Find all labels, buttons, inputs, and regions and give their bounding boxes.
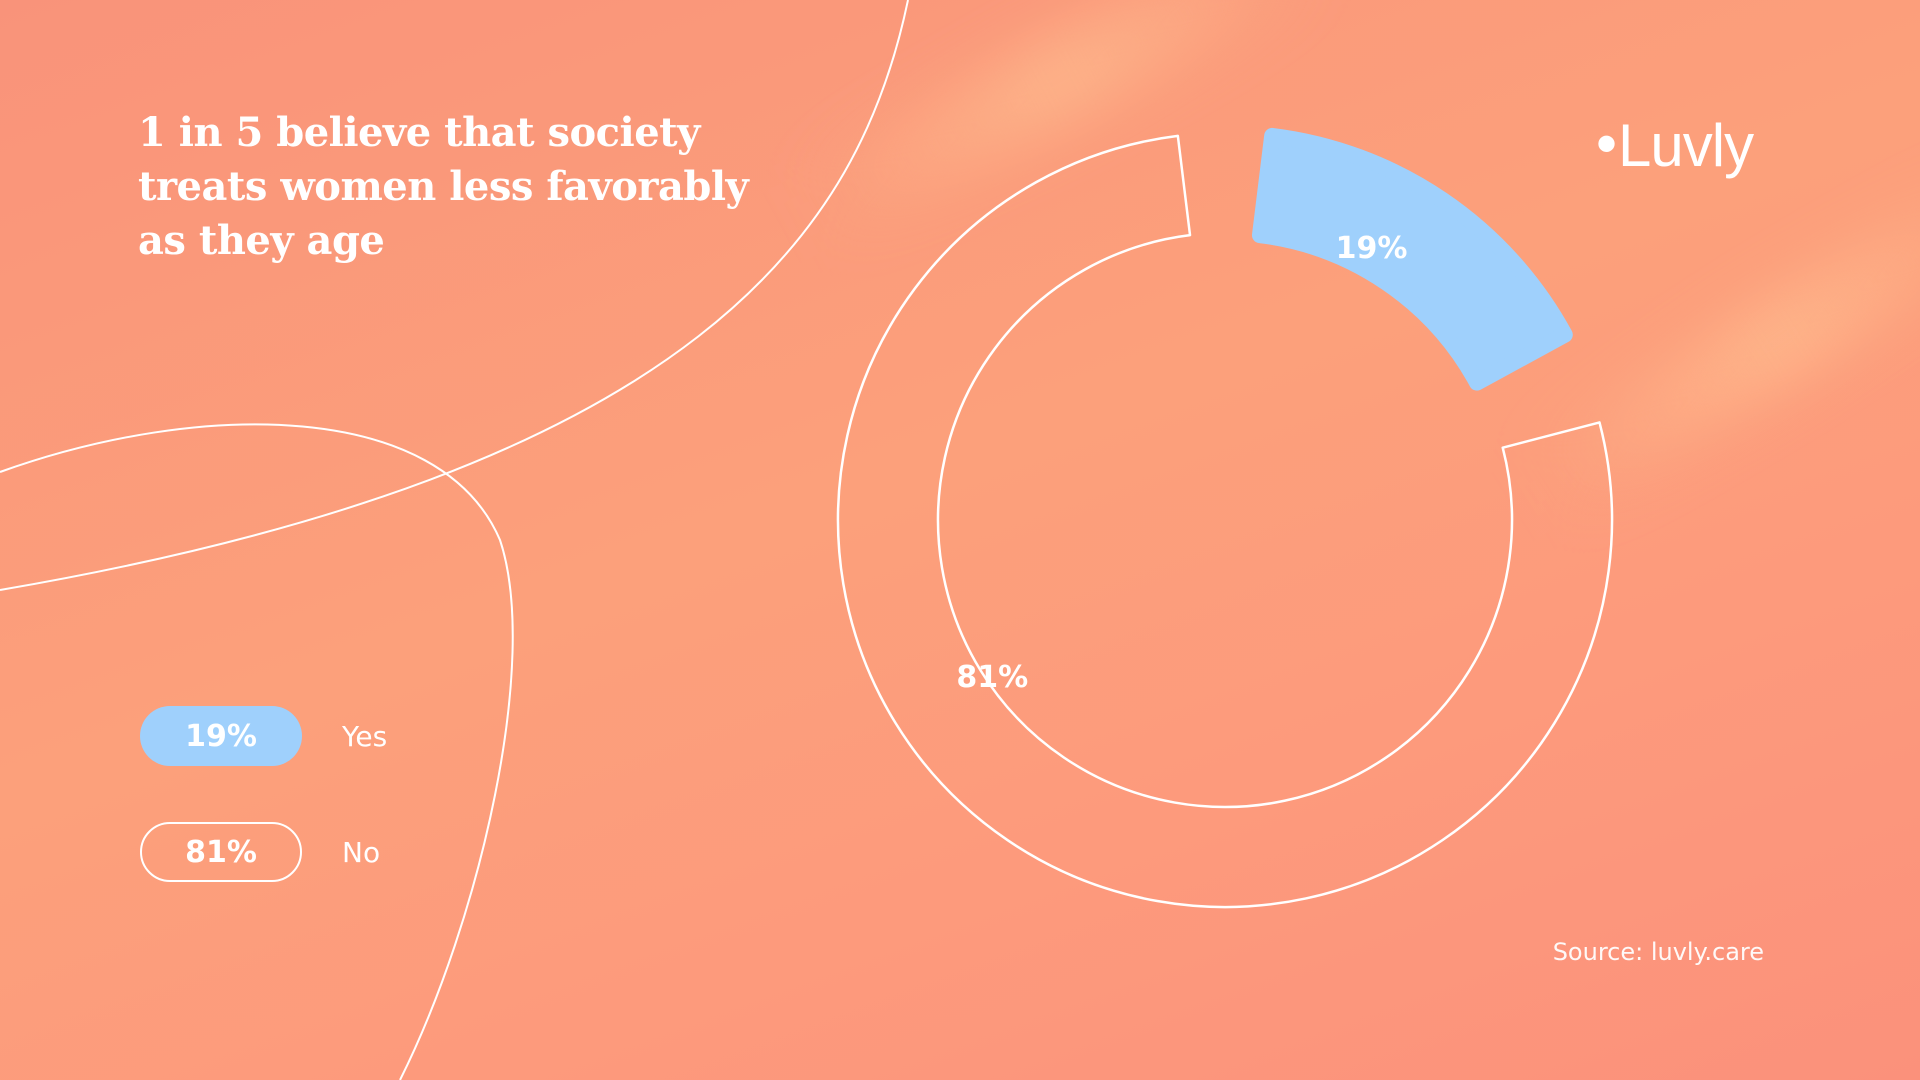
decorative-loop-curve: [0, 423, 514, 1080]
logo-wordmark: Luvly: [1618, 112, 1754, 179]
logo-dot: •: [1596, 110, 1617, 177]
decorative-large-arc: [0, 0, 909, 591]
brand-logo: •Luvly: [1596, 106, 1766, 186]
legend-item-yes: 19% Yes: [140, 706, 387, 766]
legend-pill-yes: 19%: [140, 706, 302, 766]
donut-label-yes: 19%: [1336, 231, 1408, 266]
chart-title: 1 in 5 believe that society treats women…: [138, 109, 749, 264]
legend-label-yes: Yes: [342, 719, 388, 753]
legend-label-no: No: [342, 835, 381, 869]
donut-slice-no: [836, 134, 1614, 909]
legend-pill-no: 81%: [140, 822, 302, 882]
donut-slice-yes: [1251, 127, 1573, 391]
donut-label-no: 81%: [956, 660, 1028, 695]
source-note: Source: luvly.care: [1552, 938, 1764, 966]
legend-item-no: 81% No: [140, 822, 380, 882]
